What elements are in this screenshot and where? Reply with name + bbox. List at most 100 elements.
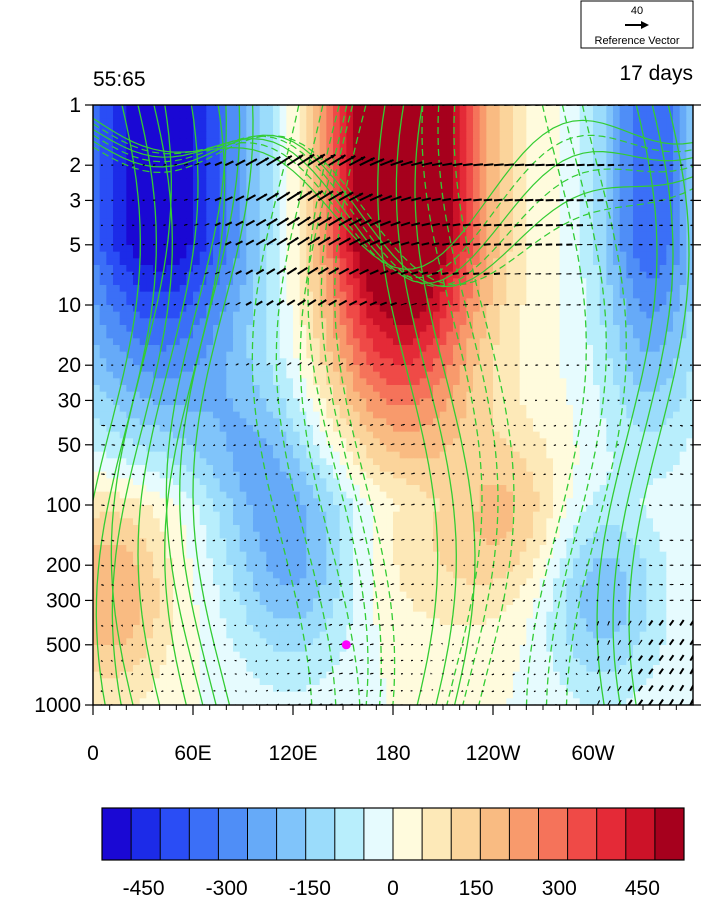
field-cell <box>386 205 394 213</box>
field-cell <box>206 145 214 153</box>
field-cell <box>579 418 587 426</box>
field-cell <box>379 425 387 433</box>
field-cell <box>286 218 294 226</box>
field-cell <box>113 185 121 193</box>
field-cell <box>659 265 667 273</box>
field-cell <box>139 365 147 373</box>
field-cell <box>266 398 274 406</box>
field-cell <box>199 458 207 466</box>
field-cell <box>646 465 654 473</box>
field-cell <box>646 111 654 119</box>
field-cell <box>686 258 693 266</box>
field-cell <box>499 231 507 239</box>
field-cell <box>386 271 394 279</box>
field-cell <box>606 218 614 226</box>
field-cell <box>679 438 687 446</box>
field-cell <box>659 358 667 366</box>
field-cell <box>339 445 347 453</box>
field-cell <box>513 231 521 239</box>
field-cell <box>479 351 487 359</box>
field-cell <box>586 111 594 119</box>
field-cell <box>306 305 314 313</box>
field-cell <box>93 231 101 239</box>
field-cell <box>479 185 487 193</box>
field-cell <box>659 278 667 286</box>
field-cell <box>419 145 427 153</box>
field-cell <box>639 425 647 433</box>
field-cell <box>266 178 274 186</box>
field-cell <box>659 291 667 299</box>
field-cell <box>213 405 221 413</box>
field-cell <box>173 398 181 406</box>
field-cell <box>153 331 161 339</box>
field-cell <box>486 131 494 139</box>
field-cell <box>199 145 207 153</box>
field-cell <box>266 165 274 173</box>
field-cell <box>273 111 281 119</box>
field-cell <box>479 405 487 413</box>
field-cell <box>553 125 561 133</box>
field-cell <box>199 178 207 186</box>
field-cell <box>373 205 381 213</box>
field-cell <box>499 131 507 139</box>
field-cell <box>93 385 101 393</box>
field-cell <box>539 178 547 186</box>
field-cell <box>326 318 334 326</box>
field-cell <box>426 378 434 386</box>
field-cell <box>99 391 107 399</box>
field-cell <box>286 391 294 399</box>
field-cell <box>426 218 434 226</box>
field-cell <box>173 225 181 233</box>
field-cell <box>426 191 434 199</box>
field-cell <box>93 111 101 119</box>
field-cell <box>686 291 693 299</box>
field-cell <box>259 245 267 253</box>
field-cell <box>219 298 227 306</box>
field-cell <box>126 111 134 119</box>
field-cell <box>386 405 394 413</box>
field-cell <box>99 171 107 179</box>
field-cell <box>626 331 634 339</box>
field-cell <box>119 131 127 139</box>
field-cell <box>633 218 641 226</box>
field-cell <box>646 458 654 466</box>
field-cell <box>273 338 281 346</box>
field-cell <box>639 331 647 339</box>
field-cell <box>593 125 601 133</box>
field-cell <box>366 131 374 139</box>
field-cell <box>239 271 247 279</box>
field-cell <box>159 445 167 453</box>
field-cell <box>626 358 634 366</box>
field-cell <box>639 145 647 153</box>
field-cell <box>466 405 474 413</box>
field-cell <box>539 218 547 226</box>
field-cell <box>199 338 207 346</box>
field-cell <box>606 378 614 386</box>
field-cell <box>186 251 194 259</box>
field-cell <box>326 251 334 259</box>
field-cell <box>413 291 421 299</box>
field-cell <box>386 145 394 153</box>
field-cell <box>406 371 414 379</box>
field-cell <box>93 265 101 273</box>
field-cell <box>573 131 581 139</box>
field-cell <box>206 238 214 246</box>
field-cell <box>293 245 301 253</box>
field-cell <box>293 418 301 426</box>
field-cell <box>226 151 234 159</box>
field-cell <box>513 185 521 193</box>
field-cell <box>573 225 581 233</box>
field-cell <box>159 411 167 419</box>
field-cell <box>126 445 134 453</box>
field-cell <box>113 198 121 206</box>
field-cell <box>613 411 621 419</box>
field-cell <box>133 105 141 113</box>
field-cell <box>406 151 414 159</box>
field-cell <box>533 258 541 266</box>
field-cell <box>559 118 567 126</box>
field-cell <box>539 398 547 406</box>
field-cell <box>113 105 121 113</box>
field-cell <box>306 371 314 379</box>
field-cell <box>506 118 514 126</box>
field-cell <box>413 411 421 419</box>
